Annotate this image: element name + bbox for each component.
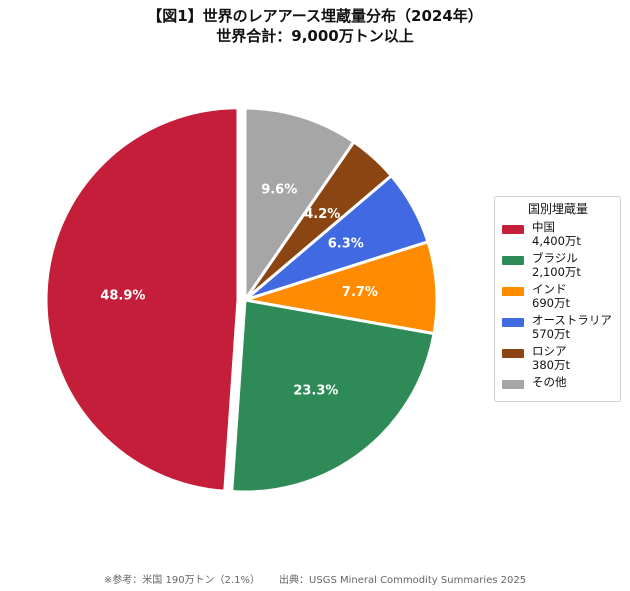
legend-amount: 2,100万t (532, 265, 581, 279)
legend-text: インド 690万t (532, 282, 570, 310)
legend-item: 中国 4,400万t (502, 220, 614, 248)
slice-label-3: 6.3% (328, 237, 364, 252)
legend-text: 中国 4,400万t (532, 220, 581, 248)
pie-slice-1 (243, 106, 356, 302)
legend-swatch (502, 225, 524, 234)
legend-name: 中国 (532, 220, 555, 234)
footer-note: ※参考：米国 190万トン（2.1%） 出典：USGS Mineral Comm… (103, 575, 527, 586)
legend-swatch (502, 349, 524, 358)
legend: 国別埋蔵量 中国 4,400万t ブラジル 2,100万t インド 690万t オーストラリ… (494, 196, 621, 402)
pie-slice-6 (44, 106, 240, 493)
legend-item: ブラジル 2,100万t (502, 251, 614, 279)
legend-name: インド (532, 282, 567, 296)
legend-text: ブラジル 2,100万t (532, 251, 581, 279)
pie-slice-4 (243, 240, 439, 336)
slice-label-1: 9.6% (261, 182, 297, 197)
slice-label-5: 23.3% (293, 383, 338, 398)
legend-name: その他 (532, 375, 567, 389)
pie-slice-5 (230, 298, 436, 494)
legend-text: オーストラリア 570万t (532, 313, 612, 341)
legend-swatch (502, 380, 524, 389)
legend-name: ロシア (532, 344, 567, 358)
legend-swatch (502, 287, 524, 296)
legend-name: オーストラリア (532, 313, 612, 327)
chart-subtitle: 世界合計：9,000万トン以上 (216, 27, 414, 45)
legend-swatch (502, 318, 524, 327)
legend-items: 中国 4,400万t ブラジル 2,100万t インド 690万t オーストラリア 570万t… (502, 220, 614, 389)
slice-label-4: 7.7% (342, 285, 378, 300)
legend-name: ブラジル (532, 251, 578, 265)
legend-item: インド 690万t (502, 282, 614, 310)
legend-item: オーストラリア 570万t (502, 313, 614, 341)
legend-swatch (502, 256, 524, 265)
legend-amount: 380万t (532, 358, 570, 372)
slice-label-6: 48.9% (100, 288, 145, 303)
legend-text: ロシア 380万t (532, 344, 570, 372)
legend-item: その他 (502, 375, 614, 389)
slice-label-2: 4.2% (304, 207, 340, 222)
legend-amount: 4,400万t (532, 234, 581, 248)
legend-title: 国別埋蔵量 (527, 202, 588, 216)
legend-amount: 690万t (532, 296, 570, 310)
title-block: 【図1】世界のレアアース埋蔵量分布（2024年） 世界合計：9,000万トン以上 (0, 6, 630, 46)
legend-amount: 570万t (532, 327, 570, 341)
legend-text: その他 (532, 375, 567, 389)
legend-item: ロシア 380万t (502, 344, 614, 372)
chart-title: 【図1】世界のレアアース埋蔵量分布（2024年） (147, 7, 483, 25)
